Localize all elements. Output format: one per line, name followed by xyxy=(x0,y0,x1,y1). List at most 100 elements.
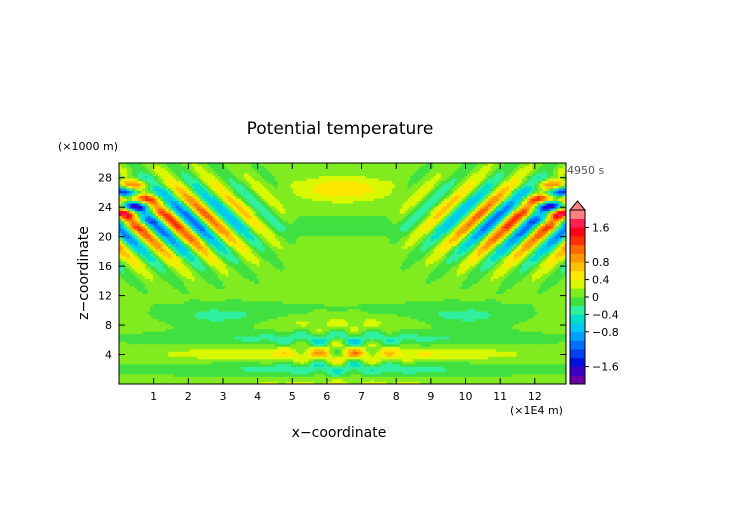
heatmap-cell xyxy=(129,371,133,375)
heatmap-cell xyxy=(121,348,125,352)
heatmap-cell xyxy=(261,346,265,350)
heatmap-cell xyxy=(186,363,190,367)
heatmap-cell xyxy=(251,353,255,357)
heatmap-cell xyxy=(176,336,180,340)
heatmap-cell xyxy=(553,381,557,385)
heatmap-cell xyxy=(495,318,499,322)
heatmap-cell xyxy=(430,351,434,355)
heatmap-cell xyxy=(475,333,479,337)
heatmap-cell xyxy=(207,376,211,380)
heatmap-cell xyxy=(248,378,252,382)
heatmap-cell xyxy=(514,368,518,372)
heatmap-cell xyxy=(303,323,307,327)
heatmap-cell xyxy=(529,333,533,337)
heatmap-cell xyxy=(222,328,226,332)
heatmap-cell xyxy=(501,313,505,317)
heatmap-cell xyxy=(404,316,408,320)
heatmap-cell xyxy=(446,373,450,377)
heatmap-cell xyxy=(480,353,484,357)
heatmap-cell xyxy=(215,316,219,320)
heatmap-cell xyxy=(376,366,380,370)
heatmap-cell xyxy=(264,318,268,322)
heatmap-cell xyxy=(467,318,471,322)
heatmap-cell xyxy=(150,368,154,372)
heatmap-cell xyxy=(412,343,416,347)
heatmap-cell xyxy=(280,381,284,385)
heatmap-cell xyxy=(287,331,291,335)
heatmap-cell xyxy=(269,331,273,335)
heatmap-cell xyxy=(241,371,245,375)
heatmap-cell xyxy=(295,356,299,360)
heatmap-cell xyxy=(402,311,406,315)
heatmap-cell xyxy=(287,368,291,372)
heatmap-cell xyxy=(259,361,263,365)
heatmap-cell xyxy=(254,343,258,347)
heatmap-cell xyxy=(235,373,239,377)
heatmap-cell xyxy=(514,321,518,325)
heatmap-cell xyxy=(511,363,515,367)
heatmap-cell xyxy=(550,338,554,342)
heatmap-cell xyxy=(555,321,559,325)
heatmap-cell xyxy=(399,316,403,320)
heatmap-cell xyxy=(189,328,193,332)
heatmap-cell xyxy=(233,368,237,372)
heatmap-cell xyxy=(441,373,445,377)
heatmap-cell xyxy=(534,321,538,325)
heatmap-cell xyxy=(131,318,135,322)
heatmap-cell xyxy=(316,336,320,340)
heatmap-cell xyxy=(542,323,546,327)
heatmap-cell xyxy=(441,351,445,355)
heatmap-cell xyxy=(316,356,320,360)
heatmap-cell xyxy=(150,351,154,355)
heatmap-cell xyxy=(267,336,271,340)
heatmap-cell xyxy=(537,311,541,315)
heatmap-cell xyxy=(313,366,317,370)
heatmap-cell xyxy=(363,321,367,325)
heatmap-cell xyxy=(168,373,172,377)
heatmap-cell xyxy=(378,348,382,352)
heatmap-cell xyxy=(560,313,564,317)
heatmap-cell xyxy=(433,361,437,365)
heatmap-cell xyxy=(534,318,538,322)
heatmap-cell xyxy=(477,313,481,317)
heatmap-cell xyxy=(519,351,523,355)
heatmap-cell xyxy=(316,331,320,335)
heatmap-cell xyxy=(446,356,450,360)
heatmap-cell xyxy=(402,378,406,382)
heatmap-cell xyxy=(449,313,453,317)
heatmap-cell xyxy=(402,356,406,360)
heatmap-cell xyxy=(376,316,380,320)
heatmap-cell xyxy=(319,338,323,342)
heatmap-cell xyxy=(248,318,252,322)
heatmap-cell xyxy=(449,326,453,330)
heatmap-cell xyxy=(238,363,242,367)
heatmap-cell xyxy=(482,378,486,382)
heatmap-cell xyxy=(547,376,551,380)
heatmap-cell xyxy=(222,316,226,320)
heatmap-cell xyxy=(183,358,187,362)
heatmap-cell xyxy=(511,346,515,350)
heatmap-cell xyxy=(555,311,559,315)
heatmap-cell xyxy=(503,333,507,337)
heatmap-cell xyxy=(386,331,390,335)
heatmap-cell xyxy=(308,328,312,332)
heatmap-cell xyxy=(178,353,182,357)
heatmap-cell xyxy=(451,323,455,327)
heatmap-cell xyxy=(306,373,310,377)
heatmap-cell xyxy=(290,356,294,360)
heatmap-cell xyxy=(256,353,260,357)
heatmap-cell xyxy=(472,356,476,360)
heatmap-cell xyxy=(402,321,406,325)
heatmap-cell xyxy=(378,378,382,382)
heatmap-cell xyxy=(316,338,320,342)
heatmap-cell xyxy=(155,311,159,315)
heatmap-cell xyxy=(303,348,307,352)
heatmap-cell xyxy=(506,368,510,372)
heatmap-cell xyxy=(259,373,263,377)
heatmap-cell xyxy=(186,316,190,320)
heatmap-cell xyxy=(378,371,382,375)
heatmap-cell xyxy=(355,363,359,367)
heatmap-cell xyxy=(228,356,232,360)
heatmap-cell xyxy=(454,328,458,332)
heatmap-cell xyxy=(456,353,460,357)
